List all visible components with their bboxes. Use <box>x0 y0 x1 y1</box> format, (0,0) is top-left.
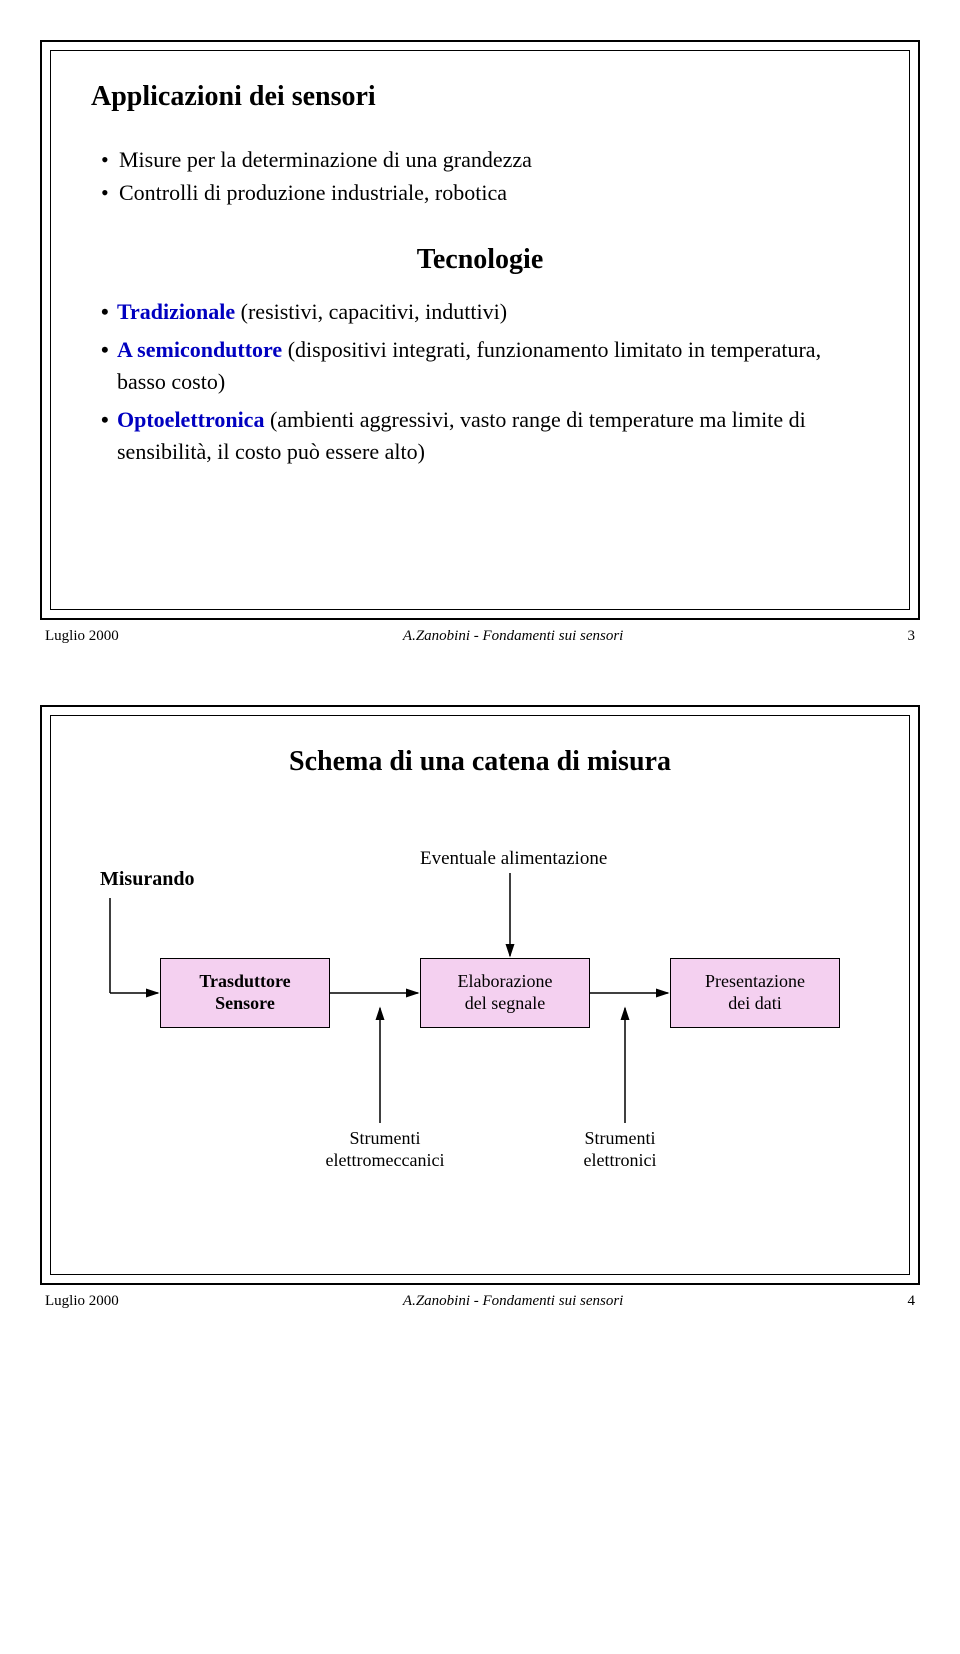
tech-rest: (resistivi, capacitivi, induttivi) <box>235 299 507 324</box>
slide-inner-frame: Schema di una catena di misura Misurando… <box>50 715 910 1275</box>
footer-page: 3 <box>908 628 916 645</box>
slide-2: Schema di una catena di misura Misurando… <box>40 705 920 1310</box>
label-line: elettromeccanici <box>326 1150 445 1170</box>
list-item: Misure per la determinazione di una gran… <box>101 143 869 176</box>
label-elettronici: Strumenti elettronici <box>545 1128 695 1171</box>
footer-date: Luglio 2000 <box>45 628 119 645</box>
slide-title: Applicazioni dei sensori <box>91 81 869 113</box>
slide-footer: Luglio 2000 A.Zanobini - Fondamenti sui … <box>40 1293 920 1310</box>
list-item: Controlli di produzione industriale, rob… <box>101 176 869 209</box>
list-item: A semiconduttore (dispositivi integrati,… <box>101 334 869 398</box>
slide-outer-frame: Schema di una catena di misura Misurando… <box>40 705 920 1285</box>
label-line: Strumenti <box>350 1128 421 1148</box>
tech-term: Tradizionale <box>117 299 235 324</box>
list-item: Tradizionale (resistivi, capacitivi, ind… <box>101 296 869 328</box>
tech-term: A semiconduttore <box>117 337 282 362</box>
measurement-chain-diagram: Misurando Eventuale alimentazione Trasdu… <box>100 808 860 1188</box>
footer-author: A.Zanobini - Fondamenti sui sensori <box>119 628 908 645</box>
footer-date: Luglio 2000 <box>45 1293 119 1310</box>
slide-1: Applicazioni dei sensori Misure per la d… <box>40 40 920 645</box>
box-line: Elaborazione <box>458 971 553 993</box>
box-line: Trasduttore <box>199 971 290 993</box>
label-elettromeccanici: Strumenti elettromeccanici <box>300 1128 470 1171</box>
tech-list: Tradizionale (resistivi, capacitivi, ind… <box>101 296 869 467</box>
slide-inner-frame: Applicazioni dei sensori Misure per la d… <box>50 50 910 610</box>
alimentazione-label: Eventuale alimentazione <box>420 848 607 870</box>
slide-outer-frame: Applicazioni dei sensori Misure per la d… <box>40 40 920 620</box>
slide-footer: Luglio 2000 A.Zanobini - Fondamenti sui … <box>40 628 920 645</box>
list-item: Optoelettronica (ambienti aggressivi, va… <box>101 404 869 468</box>
footer-author: A.Zanobini - Fondamenti sui sensori <box>119 1293 908 1310</box>
footer-page: 4 <box>908 1293 916 1310</box>
box-line: del segnale <box>465 993 545 1015</box>
label-line: Strumenti <box>585 1128 656 1148</box>
box-line: Sensore <box>215 993 275 1015</box>
slide-title: Schema di una catena di misura <box>91 746 869 778</box>
box-presentazione: Presentazione dei dati <box>670 958 840 1028</box>
box-line: Presentazione <box>705 971 805 993</box>
box-trasduttore: Trasduttore Sensore <box>160 958 330 1028</box>
applications-list: Misure per la determinazione di una gran… <box>101 143 869 209</box>
box-line: dei dati <box>728 993 781 1015</box>
box-elaborazione: Elaborazione del segnale <box>420 958 590 1028</box>
tech-subhead: Tecnologie <box>91 244 869 276</box>
misurando-label: Misurando <box>100 868 194 891</box>
tech-term: Optoelettronica <box>117 407 264 432</box>
label-line: elettronici <box>584 1150 657 1170</box>
